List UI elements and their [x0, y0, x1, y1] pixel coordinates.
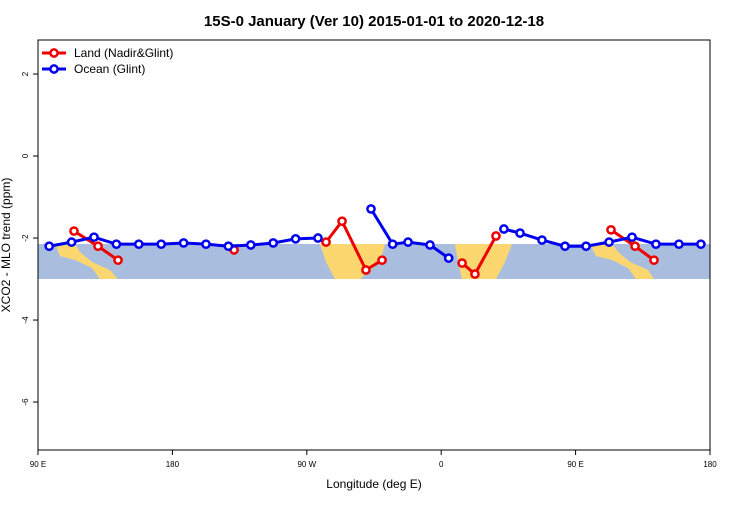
data-point — [201, 239, 211, 250]
data-point — [630, 241, 640, 252]
data-point — [245, 240, 256, 250]
x-axis-label: Longitude (deg E) — [326, 477, 421, 491]
data-point — [377, 255, 387, 266]
data-point — [649, 255, 659, 266]
data-point — [443, 253, 454, 263]
x-tick-label: 90 W — [297, 460, 316, 469]
data-point — [69, 226, 79, 236]
data-point — [66, 237, 77, 247]
data-point — [457, 258, 467, 268]
x-tick-label: 90 E — [30, 460, 46, 469]
data-point — [515, 228, 525, 238]
x-tick-label: 180 — [166, 460, 180, 469]
y-tick-label: -6 — [21, 398, 30, 406]
data-point — [156, 239, 167, 250]
data-point — [178, 238, 189, 248]
data-point — [403, 237, 413, 247]
data-point — [133, 239, 144, 250]
y-tick-label: -2 — [21, 234, 30, 242]
data-point — [387, 239, 398, 250]
data-point — [89, 232, 99, 243]
data-point — [44, 241, 55, 252]
y-tick-label: 2 — [21, 71, 30, 76]
data-point — [366, 204, 376, 214]
legend-marker — [49, 48, 59, 58]
data-point — [696, 239, 706, 250]
data-point — [313, 233, 323, 243]
x-tick-label: 90 E — [567, 460, 583, 469]
x-tick-label: 0 — [439, 460, 444, 469]
data-point — [361, 265, 371, 275]
legend-marker — [49, 64, 59, 74]
data-point — [113, 255, 123, 266]
data-point — [321, 237, 331, 247]
data-point — [491, 231, 501, 241]
data-point — [537, 235, 547, 245]
data-point — [425, 240, 435, 250]
data-point — [651, 239, 661, 250]
data-point — [111, 239, 122, 250]
legend-label: Land (Nadir&Glint) — [74, 46, 173, 60]
chart-title: 15S-0 January (Ver 10) 2015-01-01 to 202… — [204, 13, 544, 30]
data-point — [560, 241, 570, 252]
x-tick-label: 180 — [703, 460, 717, 469]
data-point — [674, 239, 684, 250]
y-tick-label: 0 — [21, 153, 30, 158]
plot-frame — [37, 39, 711, 451]
data-point — [581, 241, 591, 252]
data-point — [223, 241, 234, 252]
data-point — [268, 238, 279, 248]
data-point — [604, 237, 614, 247]
data-point — [606, 224, 616, 235]
data-point — [290, 234, 301, 244]
y-tick-label: -4 — [21, 316, 30, 324]
data-point — [337, 216, 347, 227]
data-point — [627, 232, 637, 243]
y-axis-label: XCO2 - MLO trend (ppm) — [0, 178, 13, 313]
legend-label: Ocean (Glint) — [74, 62, 145, 76]
data-point — [499, 224, 509, 234]
data-point — [470, 269, 480, 279]
data-point — [93, 241, 103, 252]
